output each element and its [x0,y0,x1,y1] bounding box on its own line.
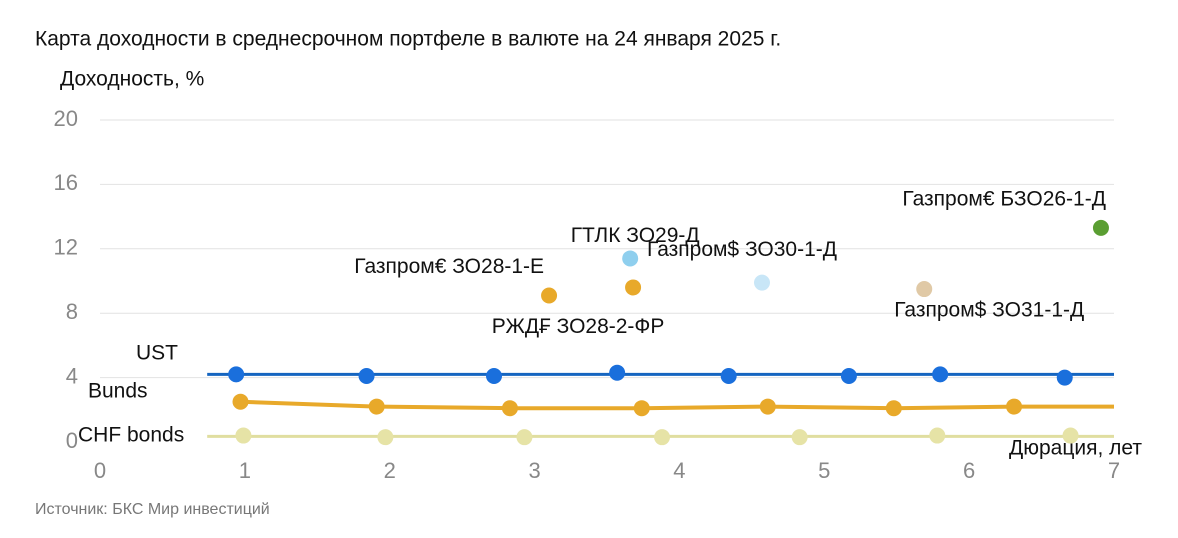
data-point [232,393,249,410]
y-tick-label: 4 [66,363,78,388]
y-tick-label: 12 [54,235,78,260]
data-point [840,367,857,384]
series-label: CHF bonds [78,424,184,447]
data-point [228,366,245,383]
labeled-point [753,274,770,291]
data-point [791,429,808,446]
data-point [633,400,650,417]
series-line [240,399,1114,411]
data-point [1062,427,1079,444]
data-point [1006,398,1023,415]
data-point [720,367,737,384]
point-label: ГТЛК ЗО29-Д [571,224,700,247]
labeled-point [625,279,642,296]
labeled-point [1092,219,1109,236]
labeled-point [916,281,933,298]
x-tick-label: 7 [1108,458,1120,483]
data-point [885,400,902,417]
series-label: Bunds [88,380,148,403]
x-tick-label: 5 [818,458,830,483]
point-label: Газпром$ ЗО30-1-Д [647,238,837,261]
x-tick-label: 2 [384,458,396,483]
point-label: Газпром€ БЗО26-1-Д [902,187,1106,210]
x-tick-label: 4 [673,458,685,483]
x-axis-label: Дюрация, лет [1009,437,1142,460]
point-label: Газпром$ ЗО31-1-Д [894,299,1084,322]
data-point [486,367,503,384]
y-tick-label: 8 [66,299,78,324]
data-point [1056,369,1073,386]
data-point [759,398,776,415]
y-tick-label: 16 [54,170,78,195]
x-tick-label: 0 [94,458,106,483]
data-point [929,427,946,444]
y-axis-label: Доходность, % [60,68,204,91]
chart-title: Карта доходности в среднесрочном портфел… [35,28,781,51]
series-label: UST [136,342,178,365]
point-label: РЖД₣ ЗО28-2-ФР [492,315,665,338]
data-point [368,398,385,415]
labeled-point [541,287,558,304]
labeled-point [622,250,639,267]
data-point [609,364,626,381]
data-point [235,427,252,444]
point-label: Газпром€ ЗО28-1-Е [354,255,544,278]
data-point [501,400,518,417]
data-point [932,366,949,383]
data-point [654,429,671,446]
data-point [516,429,533,446]
data-point [377,429,394,446]
x-tick-label: 1 [239,458,251,483]
y-tick-label: 20 [54,106,78,131]
x-tick-label: 6 [963,458,975,483]
x-tick-label: 3 [528,458,540,483]
y-tick-label: 0 [66,428,78,453]
source: Источник: БКС Мир инвестиций [35,501,270,518]
data-point [358,367,375,384]
